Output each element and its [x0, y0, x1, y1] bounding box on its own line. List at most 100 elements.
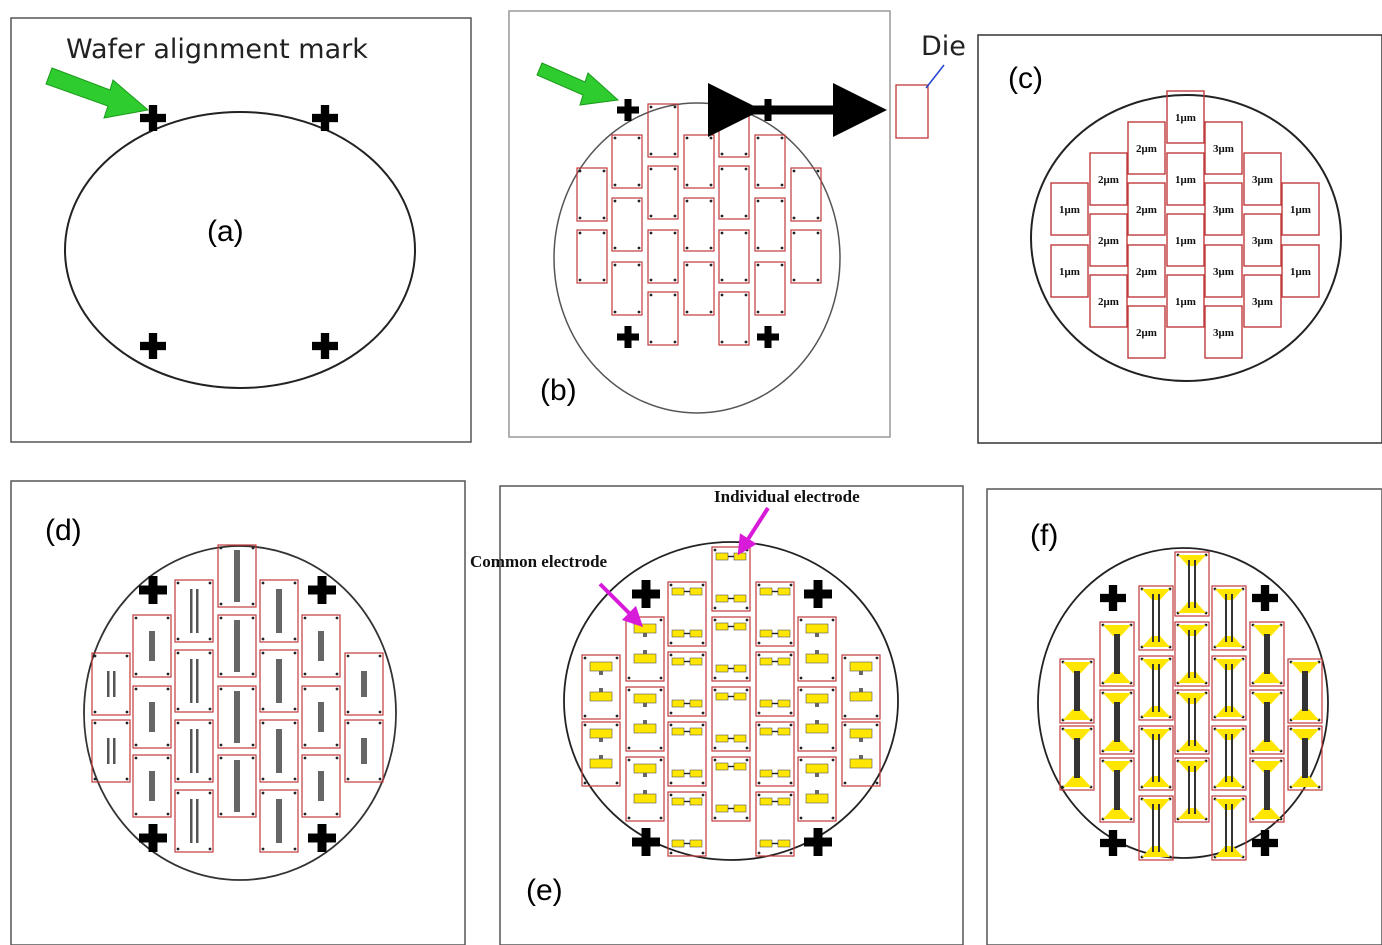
- die-corner-dot: [583, 723, 587, 727]
- die-size-label: 3μm: [1252, 174, 1273, 186]
- die-outline: [797, 686, 837, 752]
- die-corner-dot: [208, 791, 212, 795]
- electrode-top: [1142, 589, 1170, 600]
- die-corner-dot: [669, 641, 673, 645]
- panel-e-frame: [499, 485, 964, 945]
- electrode-top: [1253, 625, 1281, 636]
- die-corner-dot: [208, 721, 212, 725]
- die-outline: [581, 721, 621, 787]
- die-corner-dot: [578, 278, 582, 282]
- die-corner-dot: [378, 654, 382, 658]
- electrode-pad: [715, 664, 729, 673]
- alignment-cross-icon: [1260, 585, 1270, 611]
- die-corner-dot: [789, 793, 793, 797]
- die-corner-dot: [613, 263, 617, 267]
- die-corner-dot: [219, 756, 223, 760]
- channel-line: [1194, 698, 1196, 746]
- die-size-label: 1μm: [1290, 266, 1311, 278]
- channel-line: [190, 799, 193, 843]
- electrode-pad: [589, 728, 613, 739]
- die-corner-dot: [799, 758, 803, 762]
- die-corner-dot: [602, 216, 606, 220]
- die-corner-dot: [649, 152, 653, 156]
- electrode-top: [1215, 589, 1243, 600]
- die-size-label: 2μm: [1136, 143, 1157, 155]
- channel-line: [1225, 804, 1227, 852]
- die-corner-dot: [649, 293, 653, 297]
- die-corner-dot: [669, 781, 673, 785]
- die-corner-dot: [673, 293, 677, 297]
- channel-line: [107, 671, 110, 697]
- die-corner-dot: [583, 656, 587, 660]
- die-corner-dot: [303, 756, 307, 760]
- electrode-pad: [689, 727, 703, 736]
- channel-line: [1158, 804, 1160, 852]
- electrode-top: [1063, 662, 1091, 673]
- electrode-pad: [633, 623, 657, 634]
- die-corner-dot: [613, 183, 617, 187]
- die-outline: [683, 261, 715, 316]
- electrode-pad: [805, 723, 829, 734]
- channel-line: [1264, 770, 1270, 810]
- electrode-bottom: [1103, 808, 1131, 819]
- die-corner-dot: [875, 714, 879, 718]
- alignment-marks-e: [632, 580, 832, 856]
- die-outline: [1099, 621, 1135, 687]
- electrode-bottom: [1253, 808, 1281, 819]
- die-outline: [1138, 585, 1174, 651]
- electrode-pad: [733, 804, 747, 813]
- die-corner-dot: [720, 214, 724, 218]
- die-corner-dot: [720, 231, 724, 235]
- die-outline: [576, 229, 608, 284]
- electrode-top: [1178, 625, 1206, 636]
- die-corner-dot: [669, 851, 673, 855]
- die-corner-dot: [125, 721, 129, 725]
- die-outline: [132, 754, 172, 818]
- die-corner-dot: [208, 637, 212, 641]
- electrode-stem: [599, 688, 603, 692]
- die-corner-dot: [176, 651, 180, 655]
- die-corner-dot: [615, 723, 619, 727]
- channel-line: [1264, 634, 1270, 674]
- electrode-pad: [715, 622, 729, 631]
- die-corner-dot: [219, 546, 223, 550]
- die-corner-dot: [251, 546, 255, 550]
- die-corner-dot: [261, 721, 265, 725]
- die-outline: [301, 754, 341, 818]
- die-outline: [1174, 757, 1210, 823]
- die-size-label: 2μm: [1098, 235, 1119, 247]
- die-corner-dot: [744, 167, 748, 171]
- channel-line: [107, 738, 110, 764]
- channel-line: [1225, 734, 1227, 782]
- die-corner-dot: [789, 583, 793, 587]
- die-corner-dot: [615, 781, 619, 785]
- die-corner-dot: [673, 340, 677, 344]
- channel-line: [1074, 738, 1080, 778]
- die-corner-dot: [659, 688, 663, 692]
- electrode-bottom: [1215, 776, 1243, 787]
- electrode-pad: [849, 758, 873, 769]
- die-corner-dot: [685, 136, 689, 140]
- electrode-bottom: [1215, 846, 1243, 857]
- die-corner-dot: [208, 777, 212, 781]
- alignment-cross-icon: [317, 824, 327, 852]
- single-die: [895, 84, 929, 139]
- electrode-pad: [805, 693, 829, 704]
- channel-line: [1231, 664, 1233, 712]
- die-corner-dot: [875, 781, 879, 785]
- channel-line: [234, 760, 240, 812]
- electrode-pad: [689, 797, 703, 806]
- die-corner-dot: [251, 616, 255, 620]
- die-corner-dot: [709, 310, 713, 314]
- channel-line: [318, 702, 324, 732]
- die-corner-dot: [637, 199, 641, 203]
- die-outline: [217, 754, 257, 818]
- channel-line: [1302, 738, 1308, 778]
- channel-line: [1231, 594, 1233, 642]
- die-corner-dot: [176, 707, 180, 711]
- die-outline: [259, 579, 299, 643]
- die-outline: [647, 291, 679, 346]
- die-corner-dot: [637, 310, 641, 314]
- electrode-pad: [805, 653, 829, 664]
- die-size-label: 1μm: [1059, 266, 1080, 278]
